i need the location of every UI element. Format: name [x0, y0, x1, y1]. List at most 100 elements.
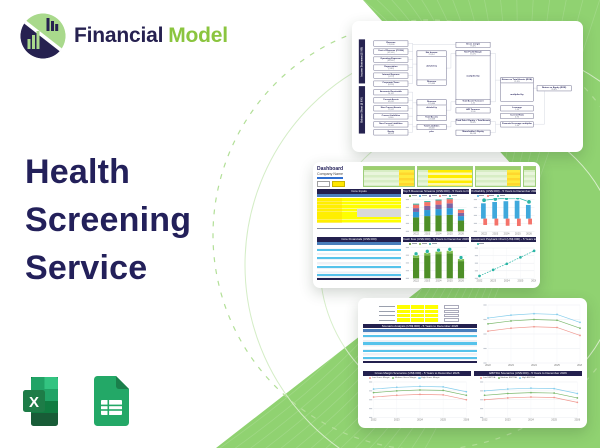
svg-text:2023: 2023: [505, 417, 511, 421]
dashboard-link-stripe: [317, 177, 343, 179]
yellow-input-cells: [396, 314, 439, 318]
scenario-input-row: [379, 318, 477, 322]
logo-icon: [20, 13, 66, 59]
dashed-circle-decor: [212, 19, 600, 448]
highlight-row: [317, 273, 401, 276]
flow-node: Equity 86,008: [373, 129, 409, 136]
highlight-row: [317, 248, 401, 251]
scenario-input-row: [379, 309, 477, 314]
profitability-chart: Profitability (US$ 000) - 5 Years to Dec…: [470, 189, 537, 235]
flow-node: Shareholder's Equity 86,008: [455, 129, 491, 136]
yellow-input-cells: [396, 305, 439, 309]
svg-text:2025: 2025: [440, 417, 446, 421]
chart-title: Top 5 Revenue Streams (US$ 000) - 5 Year…: [403, 189, 469, 194]
legend-item: [476, 194, 485, 197]
chart-title: EBITDA Scenarios (US$ 000) - 5 Years to …: [474, 371, 582, 376]
excel-icon: X: [23, 377, 58, 426]
flow-sidebar: Income Statement ($ 000): [358, 39, 366, 84]
flow-node: Revenue 170,000: [416, 79, 447, 86]
legend-item: [419, 242, 427, 245]
flow-node: Current Ratio 4.95: [500, 113, 534, 119]
scenarios-bottom: Gross Margin Scenarios (US$ 000) - 5 Yea…: [363, 371, 582, 421]
line-chart: 2022 2023 2024 2025 2026: [480, 381, 581, 421]
flow-node: divided by: [426, 106, 437, 109]
table-column-header: [317, 242, 401, 246]
svg-text:2025: 2025: [514, 231, 520, 235]
investment-payback-chart: Investment Payback Chart (US$ 000) - 5 Y…: [470, 237, 536, 282]
brand-logo: Financial Model: [20, 13, 228, 59]
highlight-row: [317, 256, 401, 259]
total-row: [317, 227, 401, 229]
legend-item: Medium EBITDA: [497, 376, 517, 379]
flow-node: Depreciation (7,083): [373, 64, 409, 71]
line-chart: 2022 2023 2024 2025 2026: [369, 381, 470, 421]
legend-item: Low Gross Margin: [369, 376, 390, 379]
scenarios-left-column: Scenario Analysis (US$ 000) - 5 Years to…: [363, 303, 477, 369]
legend-item: Medium Gross Margin: [391, 376, 416, 379]
flow-node: Revenue 170,000: [416, 99, 447, 106]
flow-node: Leverage 1.40: [500, 105, 534, 112]
scenario-analysis-header: Scenario Analysis (US$ 000) - 5 Years to…: [363, 323, 477, 329]
brand-title: Financial Model: [74, 24, 228, 48]
chart-legend: Low Gross Margin Medium Gross Margin High …: [363, 376, 471, 379]
svg-text:2022: 2022: [481, 231, 487, 235]
legend-item: [476, 242, 485, 245]
svg-text:2024: 2024: [528, 417, 534, 421]
google-sheets-icon: [94, 376, 129, 426]
svg-text:2026: 2026: [458, 278, 464, 282]
flow-node: A/R Turnover 12.00: [455, 107, 491, 114]
flowchart-diagram: Income Statement ($ 000) Balance Sheet ($…: [354, 24, 582, 151]
assumptions-table: [523, 166, 536, 187]
flow-node: Total Debt / Equity + Total Assets 28.3%: [455, 118, 491, 125]
chart-title: Investment Payback Chart (US$ 000) - 5 Y…: [470, 237, 536, 242]
legend-item: [409, 194, 417, 197]
flow-node: Cost of Revenue (COGS) (42,500): [373, 48, 409, 55]
flow-node: Operating Expenses (85,000): [373, 56, 409, 63]
yellow-input-cells: [396, 309, 439, 314]
scenarios-screenshot: Scenario Analysis (US$ 000) - 5 Years to…: [358, 298, 587, 428]
cash-flow-chart: Cash flow (US$ 000) - 5 Years to Decembe…: [403, 237, 469, 282]
chart-title: Gross Margin Scenarios (US$ 000) - 5 Yea…: [363, 371, 471, 376]
svg-text:2022: 2022: [371, 417, 377, 421]
highlight-row: [363, 356, 477, 360]
svg-text:2025: 2025: [551, 417, 557, 421]
dashboard-row-1: Core Inputs Top 5 Revenue Streams (US$ 0…: [317, 189, 536, 235]
output-cell: [443, 309, 459, 314]
svg-text:2026: 2026: [577, 363, 582, 367]
dashboard-button: [317, 181, 330, 187]
chart-legend: Low EBITDA Medium EBITDA High EBITDA: [474, 376, 582, 379]
scenario-input-row: [379, 305, 477, 309]
highlight-row: [363, 334, 477, 338]
line-chart: 2022 2023 2024 2025 2026: [474, 247, 536, 282]
output-cell: [443, 305, 459, 309]
svg-text:2023: 2023: [490, 278, 496, 282]
line-chart: 2022 2023 2024 2025 2026: [483, 304, 583, 367]
flow-node: Accounts Receivable 14,167: [373, 89, 409, 96]
revenue-streams-chart: Top 5 Revenue Streams (US$ 000) - 5 Year…: [403, 189, 469, 235]
row-label-stripe: [379, 310, 395, 312]
flow-node: Gross margin 75.0%: [455, 42, 491, 48]
flow-sidebar: Balance Sheet ($ 000): [358, 86, 366, 134]
dashboard-subtitle: Company Name: [317, 172, 343, 176]
flow-node: Interest Expense (1,275): [373, 72, 409, 79]
svg-text:2022: 2022: [482, 417, 488, 421]
total-row-dark: [363, 360, 477, 363]
flow-node: Current Assets 42,092: [373, 97, 409, 104]
output-cell: [443, 318, 459, 322]
svg-text:2026: 2026: [531, 278, 536, 282]
highlight-row: [317, 265, 401, 268]
assumptions-table: [417, 166, 473, 187]
flow-node: plus: [429, 130, 434, 133]
flow-node: Non-Current Liabilities 25,500: [373, 121, 409, 128]
core-financials-table: Core Financials (US$ 000): [317, 237, 401, 282]
scenario-inputs-table: [379, 305, 477, 322]
dashboard-title-block: Dashboard Company Name: [317, 166, 361, 187]
flow-node: Total Liabilities 34,000: [416, 124, 447, 130]
svg-text:2026: 2026: [463, 417, 469, 421]
chart-legend: [471, 194, 537, 197]
core-financials-title: Core Financials (US$ 000): [317, 237, 401, 242]
dashboard-row-2: Core Financials (US$ 000) Cash flow (US$…: [317, 237, 536, 282]
row-label-stripe: [379, 306, 395, 308]
dashboard-title: Dashboard: [317, 166, 344, 172]
